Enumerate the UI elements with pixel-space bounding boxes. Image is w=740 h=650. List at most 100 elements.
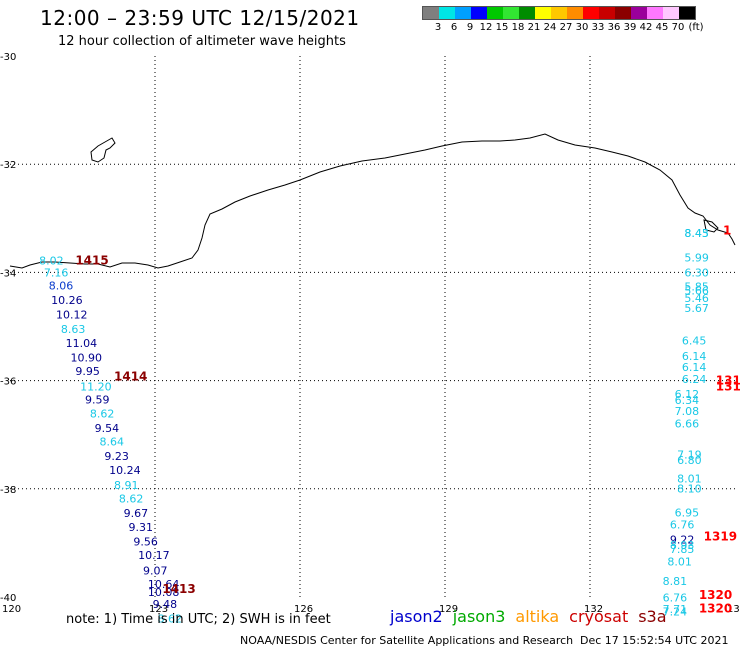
color-swatch [679,7,695,19]
color-swatch [647,7,663,19]
wave-height-label: 9.22 [670,533,695,546]
kangaroo-island-outline [703,219,719,233]
wave-height-label: 8.64 [100,436,125,449]
satellite-legend: jason2 jason3 altika cryosat s3a [390,607,667,626]
map-title: 12:00 – 23:59 UTC 12/15/2021 [40,6,360,30]
wave-height-label: 7.16 [44,267,69,280]
latitude-tick-label: -38 [0,485,16,496]
wave-height-label: 6.76 [670,518,695,531]
credit-text: NOAA/NESDIS Center for Satellite Applica… [240,634,574,647]
wave-height-label: 9.56 [133,536,158,549]
color-swatch [583,7,599,19]
legend-entry: cryosat [569,607,629,626]
wave-height-label: 8.91 [114,479,139,492]
wave-height-label: 9.95 [75,365,100,378]
color-scale-label: 70 [671,22,685,33]
wave-height-label: 10.24 [109,464,140,477]
wave-height-label: 8.62 [90,407,115,420]
wave-height-label: 10.17 [138,549,170,562]
wave-height-label: 6.66 [675,418,700,431]
wave-height-label: 10.12 [56,308,88,321]
color-swatch [567,7,583,19]
wave-height-label: 8.01 [677,472,702,485]
color-swatch [551,7,567,19]
wave-height-label: 6.45 [682,334,707,347]
wave-height-label: 7.19 [677,449,702,462]
color-swatch [503,7,519,19]
time-label: 131 [716,379,740,393]
color-swatch [663,7,679,19]
wave-height-label: 6.14 [682,350,707,363]
wave-height-label: 6.95 [675,506,700,519]
wave-height-label: 5.67 [684,302,709,315]
color-scale-label: 15 [495,22,509,33]
wave-height-label: 5.46 [684,292,709,305]
latitude-tick-label: -32 [0,160,16,171]
time-label: 1413 [162,582,195,596]
wave-height-label: 8.62 [158,612,183,625]
wave-height-label: 8.62 [119,492,144,505]
color-swatch [423,7,439,19]
latitude-tick-label: -40 [0,593,16,604]
wave-height-label: 10.64 [148,578,180,591]
color-scale-label: 42 [639,22,653,33]
color-swatch [471,7,487,19]
legend-entry: jason2 [390,607,443,626]
latitude-tick-label: -36 [0,377,16,388]
wave-height-label: 9.31 [129,521,154,534]
wave-height-label: 6.14 [682,361,707,374]
note-text: note: 1) Time is in UTC; 2) SWH is in fe… [66,612,331,627]
wave-height-label: 7.24 [663,605,688,618]
legend-entry: jason3 [452,607,506,626]
color-scale-label: 9 [466,22,474,33]
color-scale-label: 24 [543,22,557,33]
map-subtitle: 12 hour collection of altimeter wave hei… [58,34,346,49]
color-scale-label: 33 [591,22,605,33]
wave-height-label: 5.99 [684,252,709,265]
color-scale-label: 18 [511,22,525,33]
color-swatch [455,7,471,19]
wave-height-label: 9.67 [124,507,148,520]
wave-height-label: 5.66 [684,285,709,298]
time-label: 1415 [75,253,108,267]
wave-height-label: 6.34 [675,394,700,407]
color-scale-label: 27 [559,22,573,33]
wave-height-label: 6.76 [663,591,688,604]
legend-entry: s3a [638,607,667,626]
wave-height-label: 9.59 [85,393,110,406]
longitude-tick-label: 126 [294,604,313,615]
longitude-tick-label: 135 [727,604,740,615]
time-label: 1414 [114,370,147,384]
latitude-tick-label: -30 [0,52,16,63]
wave-height-label: 8.06 [49,280,74,293]
coastline [9,133,736,269]
timestamp-text: Dec 17 15:52:54 UTC 2021 [580,634,729,647]
wave-height-label: 9.54 [95,422,120,435]
color-scale-label: 39 [623,22,637,33]
color-swatch [487,7,503,19]
wave-height-label: 6.12 [675,388,700,401]
wave-height-label: 6.24 [682,373,707,386]
color-swatch [519,7,535,19]
color-scale-label: 45 [655,22,669,33]
color-scale-bar [422,6,696,20]
color-swatch [631,7,647,19]
wave-height-label: 9.48 [153,598,178,611]
wave-height-label: 10.08 [148,586,180,599]
wave-height-label: 7.85 [670,543,695,556]
wave-height-label: 8.81 [663,575,688,588]
wave-height-label: 8.01 [667,556,692,569]
wave-height-label: 8.43 [684,227,709,240]
wave-height-label: 10.26 [51,294,83,307]
color-scale-label: 21 [527,22,541,33]
time-label: 131 [716,373,740,387]
wave-height-label: 6.30 [684,267,709,280]
wave-height-label: 8.63 [61,323,85,336]
wave-height-label: 8.02 [39,254,64,267]
wave-height-label: 6.80 [677,454,702,467]
longitude-tick-label: 129 [439,604,458,615]
color-scale-label: 36 [607,22,621,33]
